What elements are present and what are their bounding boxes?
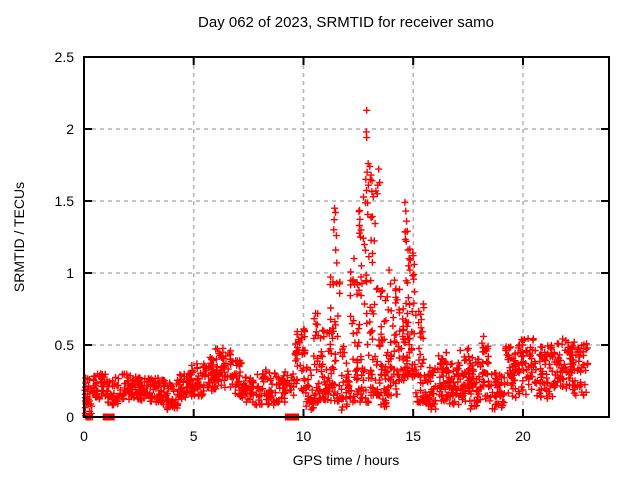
tick-labels: 0 5 10 15 20 0 0.5 1 1.5 2 2.5 — [55, 49, 531, 444]
x-axis-label: GPS time / hours — [293, 452, 400, 468]
gridlines — [84, 57, 609, 417]
y-tick-label: 2.5 — [55, 49, 75, 65]
y-axis-label: SRMTID / TECUs — [11, 182, 27, 292]
x-tick-label: 0 — [80, 428, 88, 444]
y-tick-label: 0.5 — [55, 337, 75, 353]
y-tick-label: 1 — [66, 265, 74, 281]
tick-marks — [83, 56, 609, 418]
x-tick-label: 10 — [296, 428, 312, 444]
scatter-points — [81, 106, 592, 421]
grid-dashed-lines — [84, 57, 609, 417]
x-tick-label: 5 — [190, 428, 198, 444]
x-tick-label: 15 — [405, 428, 421, 444]
chart-title: Day 062 of 2023, SRMTID for receiver sam… — [198, 14, 494, 31]
y-tick-label: 0 — [66, 409, 74, 425]
data-plus-markers — [81, 106, 592, 421]
plot-border — [83, 56, 610, 418]
x-tick-label: 20 — [515, 428, 531, 444]
axes-border — [83, 56, 610, 418]
y-tick-label: 1.5 — [55, 193, 75, 209]
y-tick-label: 2 — [66, 121, 74, 137]
